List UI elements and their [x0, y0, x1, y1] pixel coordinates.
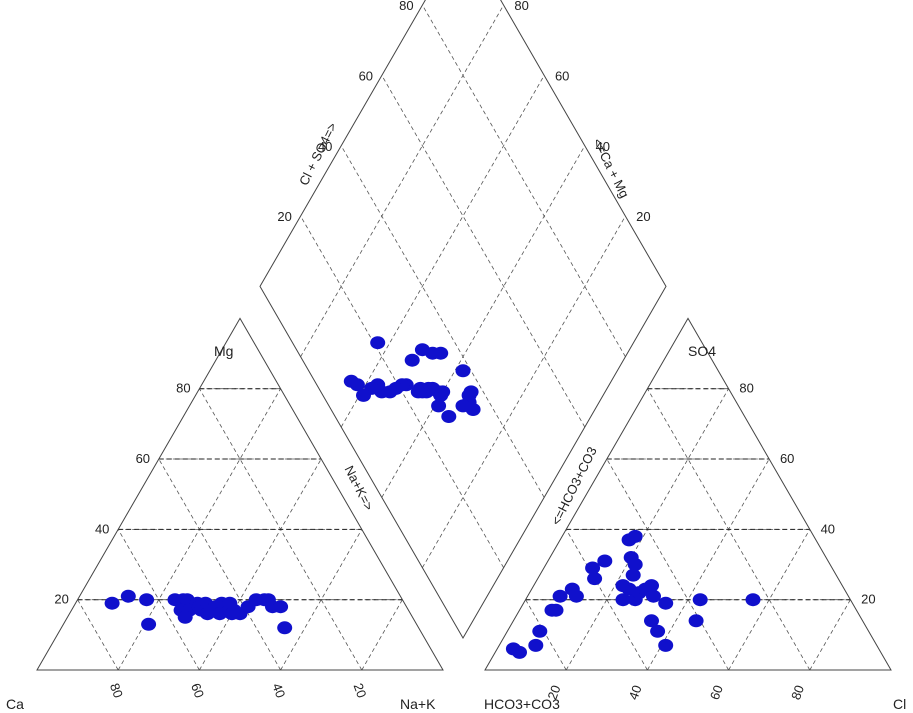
- anion-cl-tick-20: 20: [544, 683, 563, 702]
- cation-point: [120, 589, 136, 603]
- diamond-grid-clso4-40: [340, 145, 545, 498]
- cation-point: [277, 621, 293, 635]
- diamond-clso4-tick-20: 20: [277, 209, 291, 224]
- anion-point: [692, 593, 708, 607]
- anion-grid-left-60: [565, 529, 648, 671]
- anion-frame: [484, 317, 892, 671]
- point-layer: [104, 336, 761, 659]
- grid-layer: [77, 4, 851, 671]
- cation-point: [177, 610, 193, 624]
- cation-nak-tick-20: 20: [351, 681, 370, 700]
- anion-point: [597, 554, 613, 568]
- diamond-grid-camg-40: [381, 145, 586, 498]
- anion-point: [646, 589, 661, 603]
- diamond-camg-tick-60: 60: [555, 68, 569, 83]
- diamond-point: [455, 364, 471, 378]
- anion-point: [650, 624, 666, 638]
- cation-point: [139, 593, 155, 607]
- diamond-clso4-tick-40: 40: [318, 139, 332, 154]
- diamond-grid-clso4-80: [422, 4, 626, 357]
- anion-point: [568, 589, 584, 603]
- cation-grid-right-40: [199, 458, 322, 671]
- anion-point: [512, 645, 527, 659]
- anion-grid-right-80: [809, 599, 851, 671]
- diamond-clso4-tick-60: 60: [359, 68, 373, 83]
- cation-mg-tick-40: 40: [95, 521, 109, 536]
- anion-cl-tick-60: 60: [707, 683, 726, 702]
- anion-point: [587, 572, 603, 586]
- diamond-point: [343, 374, 359, 388]
- cation-grid-left-40: [158, 458, 281, 671]
- diamond-grid-clso4-60: [381, 75, 586, 428]
- anion-point: [644, 579, 659, 593]
- cation-point: [104, 596, 120, 610]
- cation-corner-nak: Na+K: [400, 696, 436, 712]
- anion-point: [552, 589, 568, 603]
- anion-grid-left-40: [606, 458, 729, 671]
- cation-corner-mg: Mg: [214, 343, 233, 359]
- cation-point: [141, 617, 157, 631]
- cation-grid-right-60: [280, 529, 363, 671]
- cation-grid-right-80: [361, 599, 403, 671]
- anion-point: [627, 529, 643, 543]
- cation-nak-tick-60: 60: [188, 681, 207, 700]
- cation-corner-ca: Ca: [6, 696, 24, 712]
- anion-point: [644, 614, 659, 628]
- anion-cl-tick-40: 40: [626, 683, 645, 702]
- diamond-point: [370, 336, 386, 350]
- anion-corner-cl: Cl: [893, 696, 906, 712]
- cation-point: [273, 600, 289, 614]
- anion-point: [615, 593, 631, 607]
- diamond-camg-tick-40: 40: [596, 139, 610, 154]
- anion-so4-tick-20: 20: [861, 592, 875, 607]
- cation-nak-tick-40: 40: [269, 681, 288, 700]
- diamond-axis-cl-so4: Cl + SO4=>: [296, 120, 340, 188]
- cation-nak-tick-80: 80: [107, 681, 126, 700]
- cation-frame: [36, 317, 444, 671]
- cation-mg-tick-60: 60: [136, 451, 150, 466]
- diamond-grid-camg-80: [300, 4, 504, 357]
- anion-point: [658, 596, 674, 610]
- anion-so4-tick-60: 60: [780, 451, 794, 466]
- diamond-point: [455, 399, 471, 413]
- anion-point: [548, 603, 564, 617]
- diamond-point: [431, 399, 447, 413]
- anion-point: [585, 561, 601, 575]
- diamond-point: [441, 410, 457, 423]
- diamond-frame: [259, 0, 667, 639]
- diamond-grid-camg-60: [340, 75, 545, 428]
- diamond-point: [404, 353, 420, 367]
- anion-point: [528, 638, 544, 652]
- cation-mg-tick-20: 20: [54, 592, 68, 607]
- anion-point: [532, 624, 548, 638]
- diamond-camg-tick-20: 20: [636, 209, 650, 224]
- anion-grid-right-60: [728, 529, 811, 671]
- diamond-camg-tick-80: 80: [514, 0, 528, 13]
- anion-so4-tick-40: 40: [821, 521, 835, 536]
- anion-point: [658, 638, 674, 652]
- cation-grid-left-80: [77, 599, 119, 671]
- anion-corner-hco3co3: HCO3+CO3: [484, 696, 560, 712]
- diamond-grid-clso4-20: [300, 215, 504, 568]
- anion-grid-right-40: [647, 458, 770, 671]
- anion-corner-so4: SO4: [688, 343, 716, 359]
- anion-point: [745, 593, 761, 607]
- diamond-grid-camg-20: [422, 215, 626, 568]
- tick-layer: 20 20 40 40 60 60 80 80 20 20 40 40 60 60 80 80 20 20 40 40…: [54, 0, 875, 702]
- diamond-axis-na-k: Na+K=>: [342, 463, 377, 513]
- frame-layer: [36, 0, 892, 671]
- anion-point: [625, 568, 641, 582]
- diamond-clso4-tick-80: 80: [399, 0, 413, 13]
- anion-point: [688, 614, 704, 628]
- diamond-point: [356, 388, 371, 402]
- diamond-point: [433, 346, 449, 360]
- anion-point: [627, 558, 643, 571]
- anion-so4-tick-80: 80: [739, 381, 753, 396]
- cation-mg-tick-80: 80: [176, 381, 190, 396]
- cation-grid-left-60: [117, 529, 200, 671]
- anion-cl-tick-80: 80: [788, 683, 807, 702]
- diamond-point: [410, 385, 426, 399]
